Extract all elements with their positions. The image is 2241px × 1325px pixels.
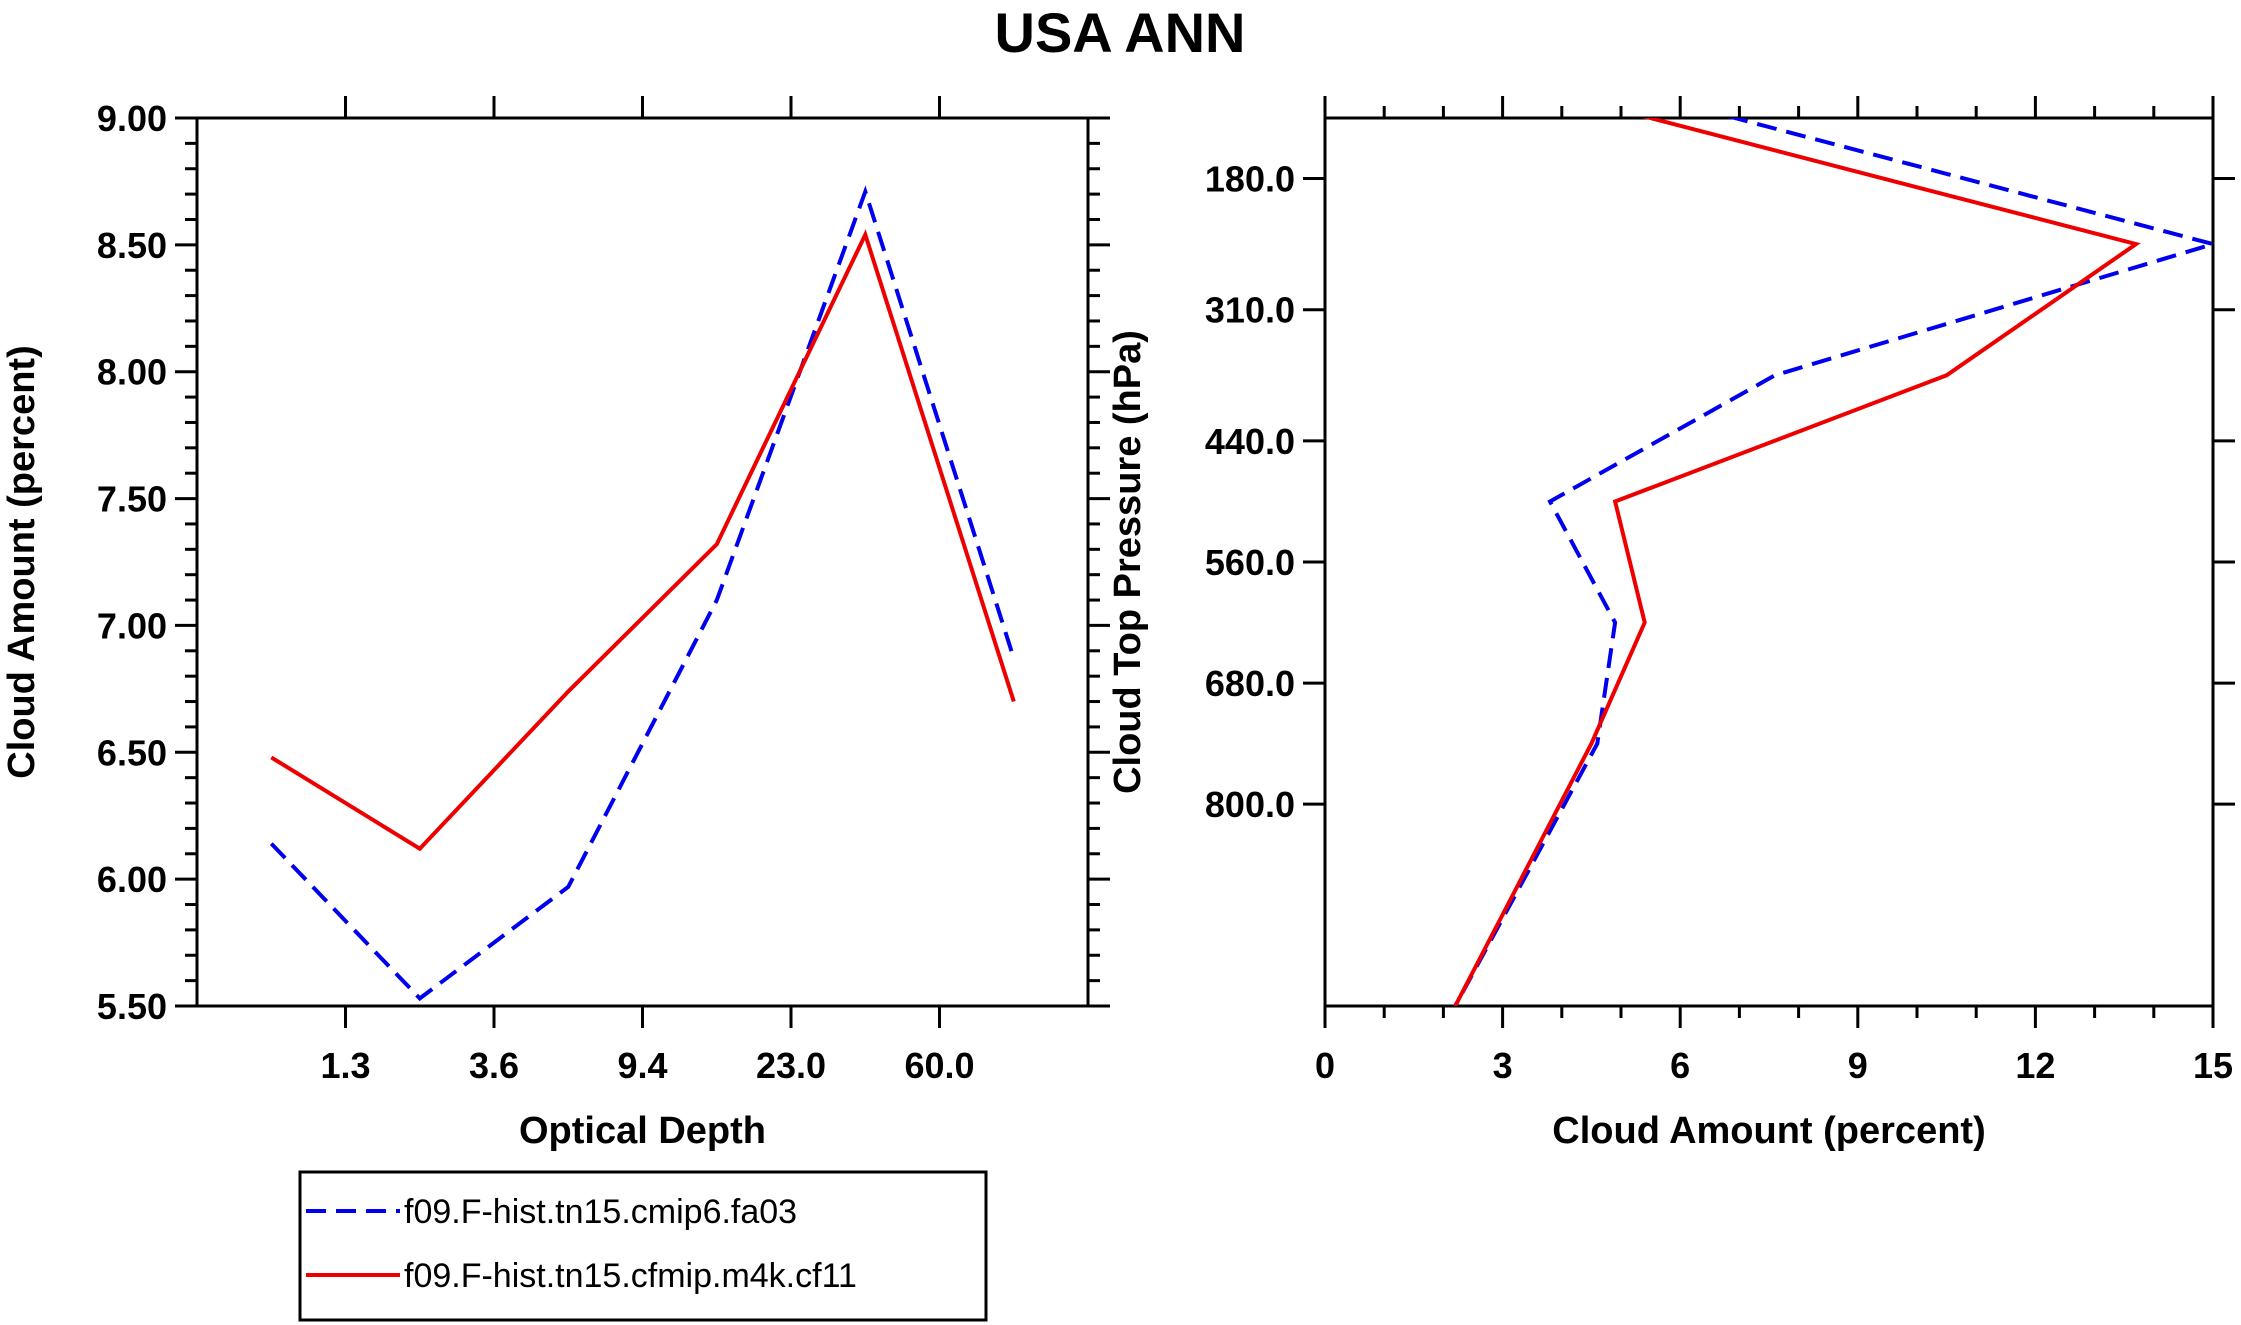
y-tick-label: 680.0 <box>1205 663 1295 704</box>
y-axis-title: Cloud Amount (percent) <box>1 345 43 778</box>
series-group <box>1453 118 2219 1006</box>
x-tick-label: 15 <box>2193 1045 2233 1086</box>
plot-frame <box>195 116 1090 1008</box>
x-tick-label: 0 <box>1315 1045 1335 1086</box>
plot-frame <box>1323 116 2215 1008</box>
y-tick-label: 7.00 <box>97 605 167 646</box>
y-tick-label: 6.50 <box>97 732 167 773</box>
series-line-fa03 <box>1453 118 2219 1006</box>
x-tick-label: 60.0 <box>904 1045 974 1086</box>
legend-label-fa03: f09.F-hist.tn15.cmip6.fa03 <box>404 1193 797 1231</box>
x-tick-label: 6 <box>1670 1045 1690 1086</box>
series-line-fa03 <box>269 185 1016 1002</box>
legend-box <box>298 1170 988 1322</box>
optical-depth-panel: 5.50 6.00 6.50 7.00 7.50 8.00 8.50 9.00 1.3 3.6 9.… <box>1 96 1110 1152</box>
legend: f09.F-hist.tn15.cmip6.fa03 f09.F-hist.tn… <box>298 1170 988 1322</box>
x-tick-label: 1.3 <box>320 1045 370 1086</box>
y-tick-label: 8.00 <box>97 352 167 393</box>
x-tick-label: 9.4 <box>617 1045 667 1086</box>
y-tick-label: 560.0 <box>1205 542 1295 583</box>
legend-label-cf11: f09.F-hist.tn15.cfmip.m4k.cf11 <box>404 1257 857 1295</box>
y-tick-label: 5.50 <box>97 986 167 1027</box>
x-axis-title: Cloud Amount (percent) <box>1552 1110 1985 1152</box>
x-axis-title: Optical Depth <box>519 1110 766 1152</box>
y-tick-label: 800.0 <box>1205 784 1295 825</box>
x-tick-label: 3 <box>1493 1045 1513 1086</box>
y-tick-label: 7.50 <box>97 479 167 520</box>
x-tick-label: 12 <box>2015 1045 2055 1086</box>
figure-title: USA ANN <box>995 1 1246 64</box>
y-tick-label: 440.0 <box>1205 421 1295 462</box>
series-line-cf11 <box>1453 118 2141 1006</box>
x-tick-label: 23.0 <box>756 1045 826 1086</box>
y-tick-label: 310.0 <box>1205 290 1295 331</box>
y-axis-title: Cloud Top Pressure (hPa) <box>1107 330 1149 794</box>
y-tick-label: 6.00 <box>97 859 167 900</box>
y-tick-label: 8.50 <box>97 225 167 266</box>
y-tick-label: 9.00 <box>97 98 167 139</box>
y-tick-label: 180.0 <box>1205 159 1295 200</box>
pressure-panel: 0 3 6 9 12 15 180.0 310.0 440.0 560.0 680.0 800.0 Cl… <box>1107 96 2235 1152</box>
series-line-cf11 <box>270 229 1016 852</box>
x-tick-label: 3.6 <box>469 1045 519 1086</box>
x-tick-label: 9 <box>1848 1045 1868 1086</box>
